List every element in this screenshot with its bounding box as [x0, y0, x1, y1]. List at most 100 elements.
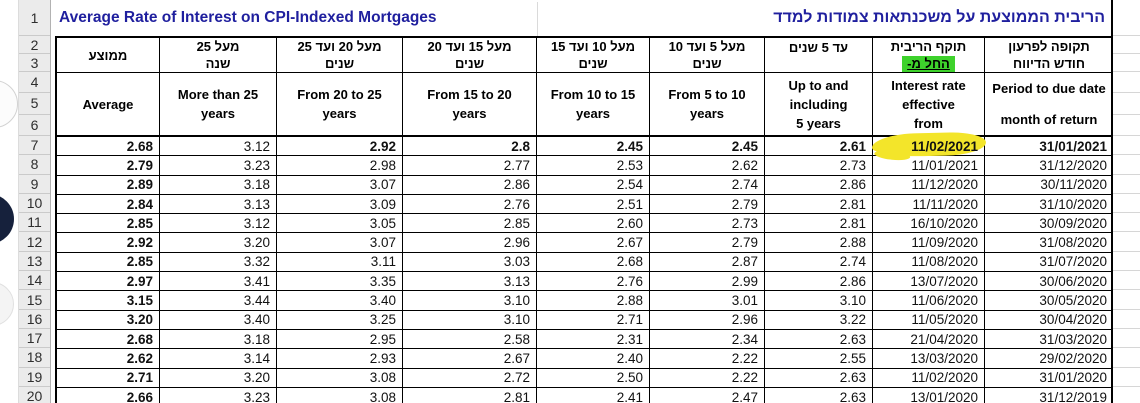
cell-period-to-due-date-row17[interactable]: 31/03/2020 [985, 330, 1113, 348]
cell-more-than-25-years-row14[interactable]: 3.41 [160, 272, 277, 291]
header-he-period-to-due-date[interactable]: תקופה לפרעון חודש הדיווח [985, 38, 1113, 72]
cell-5-to-10-years-row17[interactable]: 2.34 [650, 329, 765, 349]
cell-5-to-10-years-row11[interactable]: 2.73 [650, 214, 765, 233]
cell-5-to-10-years-row8[interactable]: 2.62 [650, 156, 765, 175]
header-en-up-to-5-years[interactable]: Up to and including 5 years [765, 73, 873, 135]
cell-15-to-20-years-row10[interactable]: 2.76 [403, 194, 537, 214]
cell-10-to-15-years-row11[interactable]: 2.60 [537, 214, 650, 233]
cell-interest-effective-from-row20[interactable]: 13/01/2020 [873, 387, 985, 403]
header-en-more-than-25-years[interactable]: More than 25 years [160, 73, 277, 135]
cell-average-row9[interactable]: 2.89 [57, 175, 160, 194]
cell-more-than-25-years-row9[interactable]: 3.18 [160, 175, 277, 194]
cell-more-than-25-years-row20[interactable]: 3.23 [160, 387, 277, 403]
cell-20-to-25-years-row15[interactable]: 3.40 [277, 291, 403, 310]
cell-average-row11[interactable]: 2.85 [57, 214, 160, 233]
row-number-14[interactable]: 14 [19, 271, 50, 291]
cell-15-to-20-years-row20[interactable]: 2.81 [403, 387, 537, 403]
cell-20-to-25-years-row16[interactable]: 3.25 [277, 310, 403, 329]
cell-10-to-15-years-row10[interactable]: 2.51 [537, 194, 650, 214]
cell-5-to-10-years-row20[interactable]: 2.47 [650, 387, 765, 403]
cell-more-than-25-years-row18[interactable]: 3.14 [160, 349, 277, 368]
row-number-15[interactable]: 15 [19, 290, 50, 310]
cell-20-to-25-years-row11[interactable]: 3.05 [277, 214, 403, 233]
cell-15-to-20-years-row19[interactable]: 2.72 [403, 368, 537, 387]
cell-average-row14[interactable]: 2.97 [57, 272, 160, 291]
row-number-7[interactable]: 7 [19, 136, 50, 156]
cell-average-row8[interactable]: 2.79 [57, 156, 160, 175]
header-he-up-to-5-years[interactable]: עד 5 שנים [765, 38, 873, 72]
cell-average-row18[interactable]: 2.62 [57, 349, 160, 368]
cell-15-to-20-years-row15[interactable]: 3.10 [403, 291, 537, 310]
cell-15-to-20-years-row14[interactable]: 3.13 [403, 272, 537, 291]
cell-more-than-25-years-row7[interactable]: 3.12 [160, 137, 277, 156]
header-he-15-to-20-years[interactable]: מעל 15 ועד 20 שנים [403, 38, 537, 72]
cell-20-to-25-years-row19[interactable]: 3.08 [277, 368, 403, 387]
cell-10-to-15-years-row18[interactable]: 2.40 [537, 349, 650, 368]
row-number-18[interactable]: 18 [19, 348, 50, 368]
cell-interest-effective-from-row10[interactable]: 11/11/2020 [873, 194, 985, 214]
cell-period-to-due-date-row14[interactable]: 30/06/2020 [985, 272, 1113, 290]
title-hebrew[interactable]: הריבית הממוצעת על משכנתאות צמודות למדד [773, 9, 1105, 26]
cell-interest-effective-from-row11[interactable]: 16/10/2020 [873, 214, 985, 233]
cell-period-to-due-date-row18[interactable]: 29/02/2020 [985, 349, 1113, 367]
cell-up-to-5-years-row20[interactable]: 2.63 [765, 387, 873, 403]
cell-10-to-15-years-row12[interactable]: 2.67 [537, 233, 650, 252]
cell-interest-effective-from-row15[interactable]: 11/06/2020 [873, 291, 985, 310]
header-en-20-to-25-years[interactable]: From 20 to 25 years [277, 73, 403, 135]
cell-interest-effective-from-row7[interactable]: 11/02/2021 [871, 131, 987, 158]
cell-10-to-15-years-row9[interactable]: 2.54 [537, 175, 650, 194]
cell-up-to-5-years-row18[interactable]: 2.55 [765, 349, 873, 368]
cell-period-to-due-date-row11[interactable]: 30/09/2020 [985, 214, 1113, 232]
cell-15-to-20-years-row16[interactable]: 3.10 [403, 310, 537, 329]
cell-interest-effective-from-row18[interactable]: 13/03/2020 [873, 349, 985, 368]
row-number-11[interactable]: 11 [19, 213, 50, 233]
cell-more-than-25-years-row19[interactable]: 3.20 [160, 368, 277, 387]
cell-average-row15[interactable]: 3.15 [57, 291, 160, 310]
header-en-interest-effective-from[interactable]: Interest rate effective from [873, 73, 985, 135]
cell-15-to-20-years-row12[interactable]: 2.96 [403, 233, 537, 252]
cell-15-to-20-years-row13[interactable]: 3.03 [403, 252, 537, 272]
cell-period-to-due-date-row19[interactable]: 31/01/2020 [985, 369, 1113, 387]
cell-10-to-15-years-row15[interactable]: 2.88 [537, 291, 650, 310]
cell-interest-effective-from-row14[interactable]: 13/07/2020 [873, 272, 985, 291]
cell-20-to-25-years-row20[interactable]: 3.08 [277, 387, 403, 403]
cell-15-to-20-years-row17[interactable]: 2.58 [403, 329, 537, 349]
cell-average-row7[interactable]: 2.68 [57, 137, 160, 156]
row-number-17[interactable]: 17 [19, 329, 50, 349]
cell-5-to-10-years-row9[interactable]: 2.74 [650, 175, 765, 194]
cell-10-to-15-years-row19[interactable]: 2.50 [537, 368, 650, 387]
cell-up-to-5-years-row13[interactable]: 2.74 [765, 252, 873, 272]
cell-15-to-20-years-row9[interactable]: 2.86 [403, 175, 537, 194]
cell-period-to-due-date-row13[interactable]: 31/07/2020 [985, 253, 1113, 271]
row-number-6[interactable]: 6 [19, 115, 50, 136]
cell-more-than-25-years-row8[interactable]: 3.23 [160, 156, 277, 175]
cell-up-to-5-years-row15[interactable]: 3.10 [765, 291, 873, 310]
cell-more-than-25-years-row16[interactable]: 3.40 [160, 310, 277, 329]
cell-average-row20[interactable]: 2.66 [57, 387, 160, 403]
header-en-5-to-10-years[interactable]: From 5 to 10 years [650, 73, 765, 135]
cell-20-to-25-years-row9[interactable]: 3.07 [277, 175, 403, 194]
cell-15-to-20-years-row7[interactable]: 2.8 [403, 137, 537, 156]
cell-5-to-10-years-row18[interactable]: 2.22 [650, 349, 765, 368]
header-he-10-to-15-years[interactable]: מעל 10 ועד 15 שנים [537, 38, 650, 72]
cell-10-to-15-years-row16[interactable]: 2.71 [537, 310, 650, 329]
cell-10-to-15-years-row13[interactable]: 2.68 [537, 252, 650, 272]
cell-more-than-25-years-row11[interactable]: 3.12 [160, 214, 277, 233]
cell-20-to-25-years-row7[interactable]: 2.92 [277, 137, 403, 156]
cell-period-to-due-date-row8[interactable]: 31/12/2020 [985, 156, 1113, 174]
row-number-19[interactable]: 19 [19, 368, 50, 387]
cell-average-row13[interactable]: 2.85 [57, 252, 160, 272]
cell-15-to-20-years-row11[interactable]: 2.85 [403, 214, 537, 233]
cell-up-to-5-years-row7[interactable]: 2.61 [765, 137, 873, 156]
row-number-12[interactable]: 12 [19, 232, 50, 252]
row-number-10[interactable]: 10 [19, 194, 50, 214]
header-en-15-to-20-years[interactable]: From 15 to 20 years [403, 73, 537, 135]
header-he-average[interactable]: ממוצע [57, 38, 160, 72]
cell-up-to-5-years-row16[interactable]: 3.22 [765, 310, 873, 329]
row-number-13[interactable]: 13 [19, 252, 50, 272]
cell-interest-effective-from-row16[interactable]: 11/05/2020 [873, 310, 985, 329]
cell-average-row12[interactable]: 2.92 [57, 233, 160, 252]
cell-period-to-due-date-row12[interactable]: 31/08/2020 [985, 233, 1113, 251]
cell-up-to-5-years-row12[interactable]: 2.88 [765, 233, 873, 252]
cell-period-to-due-date-row16[interactable]: 30/04/2020 [985, 311, 1113, 329]
